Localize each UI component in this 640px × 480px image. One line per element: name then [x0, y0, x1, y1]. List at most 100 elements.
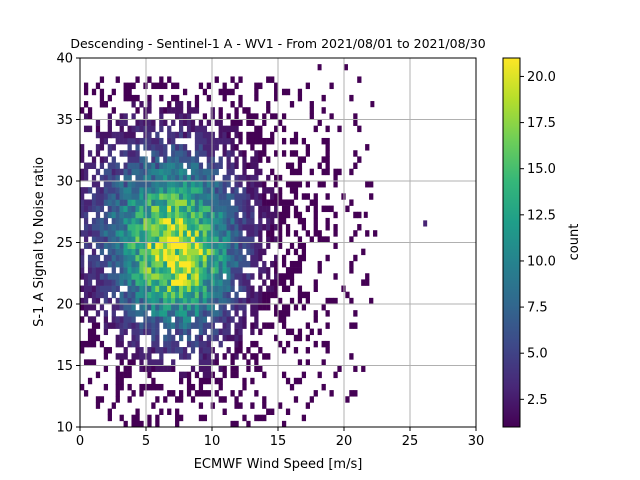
heatmap-cell [167, 279, 172, 286]
heatmap-cell [115, 279, 120, 286]
heatmap-cell [111, 273, 116, 280]
heatmap-cell [151, 168, 156, 176]
heatmap-cell [321, 181, 326, 188]
heatmap-cell [230, 205, 235, 213]
heatmap-cell [250, 260, 255, 268]
heatmap-cell [202, 150, 208, 157]
heatmap-cell [218, 199, 223, 206]
heatmap-cell [262, 137, 267, 145]
heatmap-cell [293, 187, 299, 194]
heatmap-cell [147, 193, 152, 200]
heatmap-cell [202, 199, 208, 206]
heatmap-cell [91, 88, 97, 96]
heatmap-cell [175, 248, 180, 256]
heatmap-cell [194, 230, 200, 237]
heatmap-cell [281, 137, 287, 145]
heatmap-cell [250, 131, 255, 139]
heatmap-cell [230, 273, 235, 280]
heatmap-cell [123, 211, 128, 219]
heatmap-cell [127, 304, 132, 311]
heatmap-cell [198, 359, 204, 366]
heatmap-cell [258, 193, 263, 200]
heatmap-cell [297, 260, 303, 268]
heatmap-cell [175, 396, 180, 403]
heatmap-cell [95, 267, 101, 274]
heatmap-cell [230, 101, 235, 108]
heatmap-cell [198, 316, 204, 323]
heatmap-cell [167, 125, 172, 133]
heatmap-cell [333, 273, 338, 280]
heatmap-cell [230, 248, 235, 256]
heatmap-cell [159, 107, 164, 114]
heatmap-cell [305, 193, 310, 200]
heatmap-cell [242, 304, 247, 311]
heatmap-cell [194, 168, 200, 176]
heatmap-cell [159, 347, 164, 354]
heatmap-cell [159, 254, 164, 262]
heatmap-cell [80, 107, 85, 114]
heatmap-cell [87, 316, 93, 323]
heatmap-cell [305, 322, 310, 329]
heatmap-cell [147, 347, 152, 354]
heatmap-cell [115, 304, 120, 311]
heatmap-cell [175, 304, 180, 311]
heatmap-cell [186, 131, 192, 139]
heatmap-cell [123, 224, 128, 231]
heatmap-cell [309, 113, 314, 120]
heatmap-cell [99, 76, 105, 83]
heatmap-cell [254, 390, 259, 397]
heatmap-cell [80, 267, 85, 274]
heatmap-cell [163, 211, 168, 219]
colorbar-tick-label: 10.0 [527, 254, 556, 269]
heatmap-cell [321, 168, 326, 176]
heatmap-cell [163, 181, 168, 188]
heatmap-cell [274, 267, 279, 274]
heatmap-cell [202, 260, 208, 268]
heatmap-cell [127, 150, 132, 157]
y-tick-label: 25 [56, 236, 73, 251]
heatmap-cell [151, 316, 156, 323]
heatmap-cell [151, 377, 156, 385]
heatmap-cell [258, 137, 263, 145]
heatmap-cell [278, 402, 283, 409]
heatmap-cell [163, 230, 168, 237]
heatmap-cell [226, 168, 231, 176]
heatmap-cell [147, 273, 152, 280]
heatmap-cell [111, 107, 116, 114]
heatmap-cell [270, 285, 275, 292]
heatmap-cell [182, 156, 188, 163]
heatmap-cell [115, 205, 120, 213]
heatmap-cell [175, 340, 180, 348]
heatmap-cell [238, 242, 243, 249]
heatmap-cell [127, 340, 132, 348]
heatmap-cell [83, 205, 89, 213]
heatmap-cell [91, 236, 97, 243]
heatmap-cell [325, 310, 330, 317]
heatmap-cell [270, 408, 275, 415]
heatmap-cell [147, 224, 152, 231]
heatmap-cell [206, 304, 211, 311]
heatmap-cell [222, 150, 227, 157]
heatmap-cell [214, 248, 219, 256]
heatmap-cell [80, 168, 85, 176]
heatmap-cell [119, 224, 124, 231]
heatmap-cell [297, 285, 303, 292]
heatmap-cell [151, 260, 156, 268]
heatmap-cell [278, 236, 283, 243]
heatmap-cell [179, 205, 184, 213]
heatmap-cell [210, 310, 215, 317]
heatmap-cell [143, 297, 148, 305]
heatmap-cell [281, 113, 287, 120]
heatmap-cell [266, 224, 271, 231]
heatmap-cell [127, 199, 132, 206]
heatmap-cell [103, 211, 109, 219]
heatmap-cell [87, 304, 93, 311]
heatmap-cell [179, 181, 184, 188]
heatmap-cell [151, 273, 156, 280]
heatmap-cell [270, 211, 275, 219]
heatmap-cell [119, 230, 124, 237]
heatmap-cell [171, 285, 176, 292]
heatmap-cell [218, 267, 223, 274]
heatmap-cell [218, 273, 223, 280]
heatmap-cell [111, 205, 116, 213]
